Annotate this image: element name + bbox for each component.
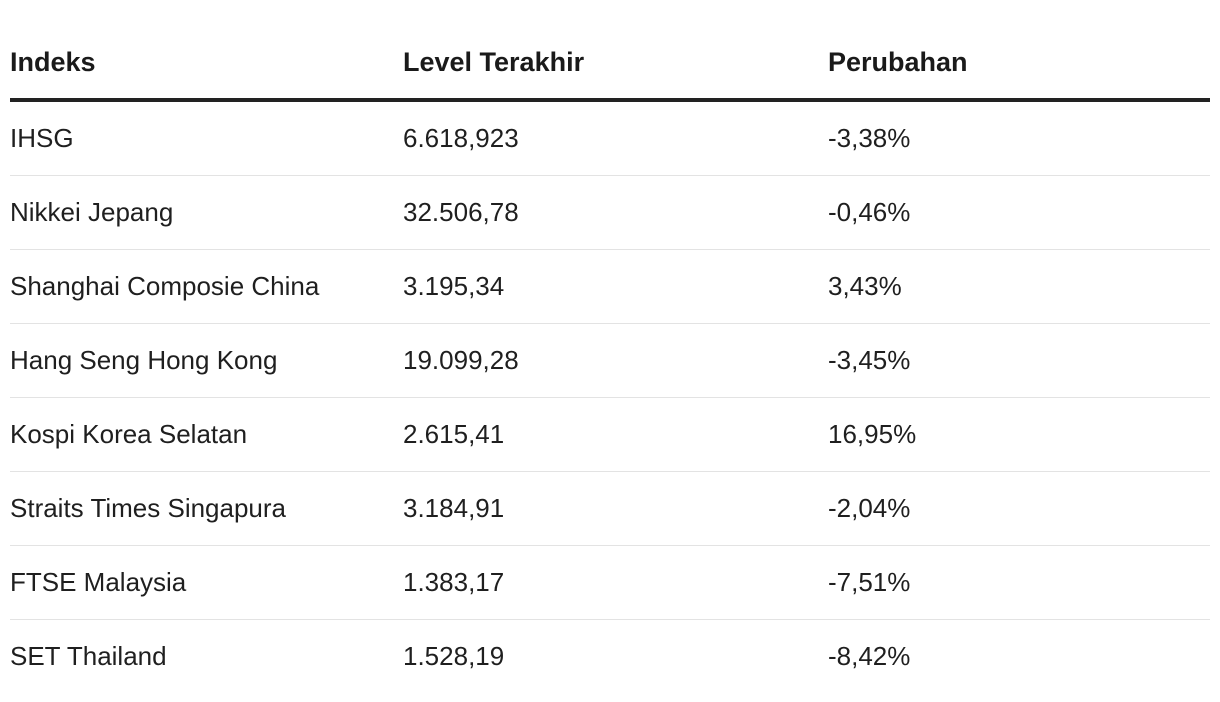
table-row: Nikkei Jepang 32.506,78 -0,46% <box>10 176 1210 250</box>
cell-change: -3,45% <box>828 345 911 375</box>
cell-index-name: Kospi Korea Selatan <box>10 419 248 449</box>
table-row: Hang Seng Hong Kong 19.099,28 -3,45% <box>10 324 1210 398</box>
cell-index-name: SET Thailand <box>10 641 167 671</box>
cell-change: 3,43% <box>828 271 902 301</box>
table-row: SET Thailand 1.528,19 -8,42% <box>10 620 1210 693</box>
cell-change: -8,42% <box>828 641 911 671</box>
table-row: FTSE Malaysia 1.383,17 -7,51% <box>10 546 1210 620</box>
table-row: Straits Times Singapura 3.184,91 -2,04% <box>10 472 1210 546</box>
cell-last-level: 2.615,41 <box>403 419 505 449</box>
cell-index-name: Shanghai Composie China <box>10 271 320 301</box>
cell-change: 16,95% <box>828 419 917 449</box>
cell-last-level: 1.528,19 <box>403 641 505 671</box>
table-row: IHSG 6.618,923 -3,38% <box>10 102 1210 176</box>
header-level-terakhir: Level Terakhir <box>403 46 585 77</box>
header-perubahan: Perubahan <box>828 46 968 77</box>
table-header: Indeks Level Terakhir Perubahan <box>10 26 1210 102</box>
cell-index-name: FTSE Malaysia <box>10 567 187 597</box>
cell-last-level: 3.195,34 <box>403 271 505 301</box>
cell-index-name: Hang Seng Hong Kong <box>10 345 278 375</box>
table-row: Kospi Korea Selatan 2.615,41 16,95% <box>10 398 1210 472</box>
cell-change: -2,04% <box>828 493 911 523</box>
header-indeks: Indeks <box>10 46 96 77</box>
cell-last-level: 19.099,28 <box>403 345 519 375</box>
cell-last-level: 32.506,78 <box>403 197 519 227</box>
cell-last-level: 3.184,91 <box>403 493 505 523</box>
table-row: Shanghai Composie China 3.195,34 3,43% <box>10 250 1210 324</box>
cell-change: -0,46% <box>828 197 911 227</box>
cell-last-level: 1.383,17 <box>403 567 505 597</box>
cell-index-name: Straits Times Singapura <box>10 493 287 523</box>
index-table: Indeks Level Terakhir Perubahan IHSG 6.6… <box>10 26 1210 693</box>
cell-index-name: IHSG <box>10 123 74 153</box>
cell-change: -7,51% <box>828 567 911 597</box>
cell-last-level: 6.618,923 <box>403 123 519 153</box>
cell-change: -3,38% <box>828 123 911 153</box>
cell-index-name: Nikkei Jepang <box>10 197 174 227</box>
